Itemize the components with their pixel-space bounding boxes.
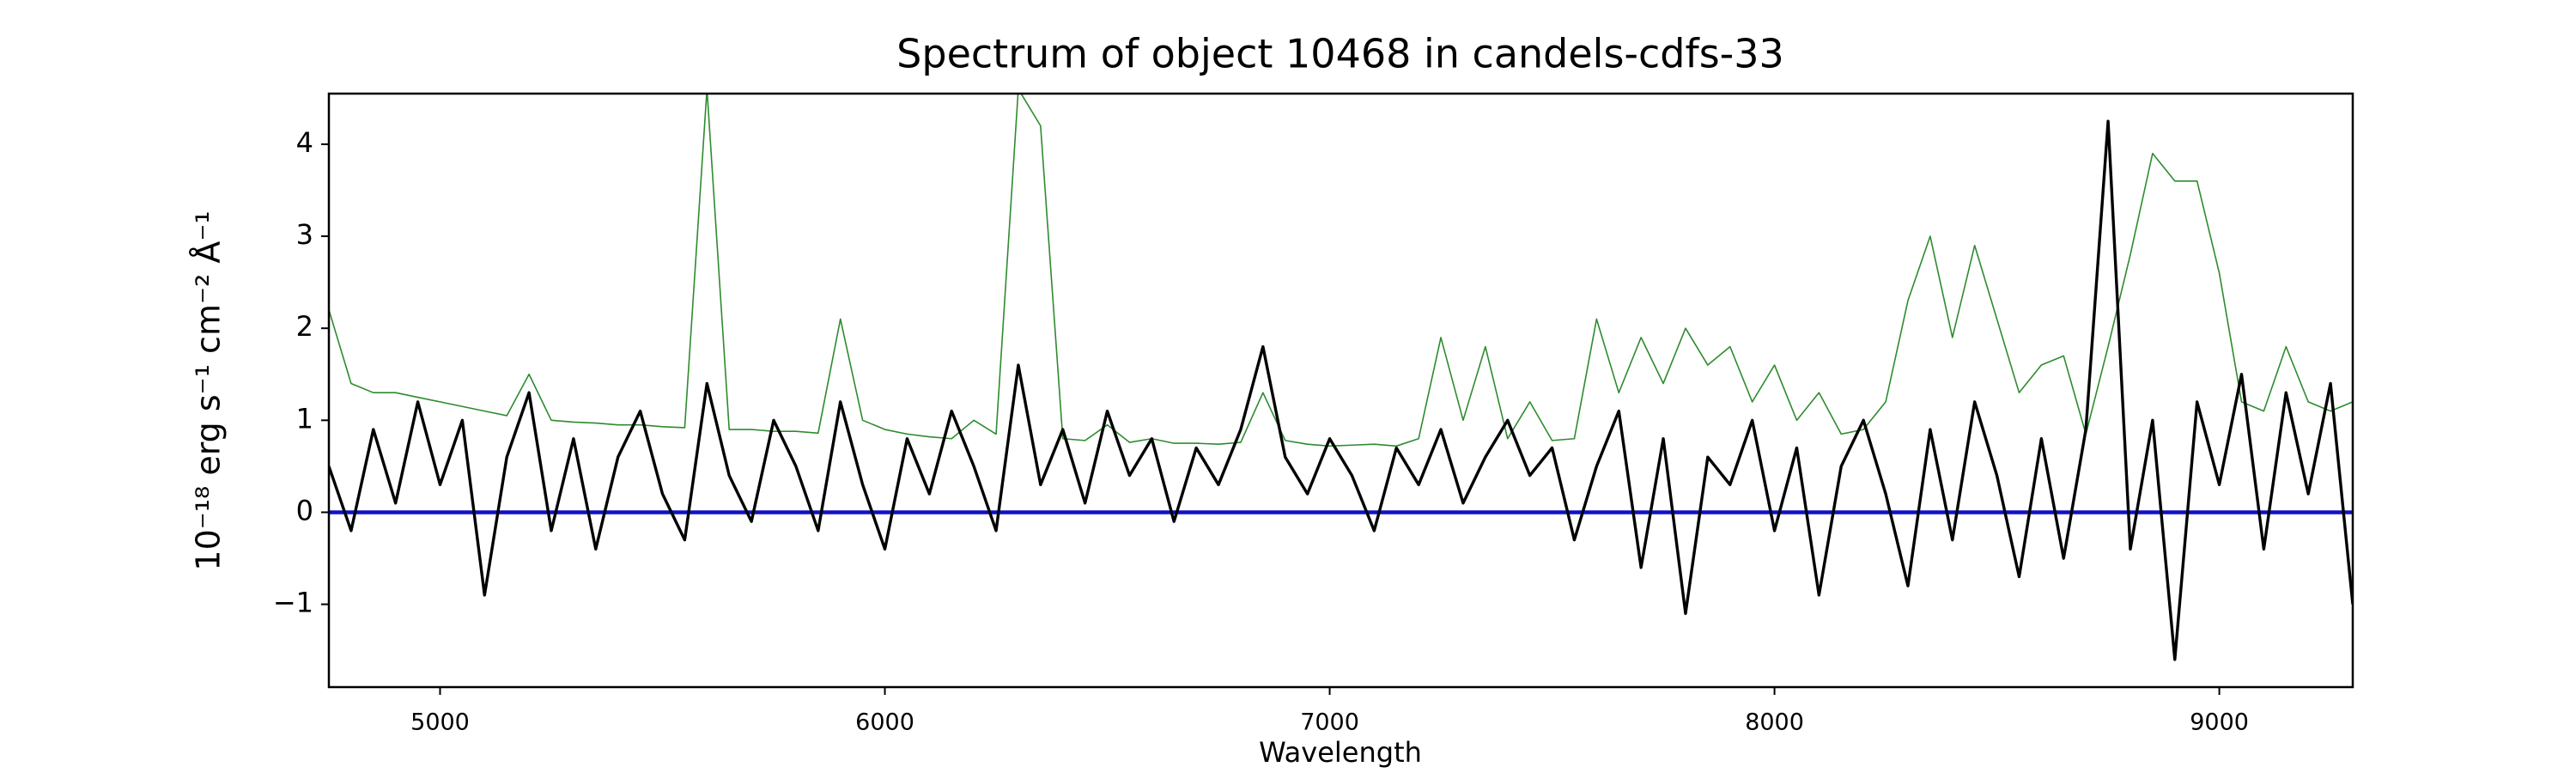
- x-tick-label: 9000: [2190, 709, 2249, 736]
- spectrum-line: [329, 94, 2353, 447]
- y-tick-label: 0: [296, 494, 313, 526]
- chart-title: Spectrum of object 10468 in candels-cdfs…: [896, 31, 1784, 77]
- y-tick-label: 2: [296, 310, 313, 343]
- plot-area: [329, 94, 2353, 661]
- x-tick-label: 7000: [1300, 709, 1359, 736]
- y-tick-label: −1: [273, 587, 313, 619]
- y-tick-label: 3: [296, 218, 313, 251]
- spectrum-line: [329, 119, 2353, 661]
- x-tick-label: 6000: [855, 709, 914, 736]
- x-tick-label: 8000: [1745, 709, 1804, 736]
- x-axis-label: Wavelength: [1259, 736, 1422, 769]
- y-tick-label: 4: [296, 126, 313, 159]
- y-axis-label: 10⁻¹⁸ erg s⁻¹ cm⁻² Å⁻¹: [190, 210, 228, 570]
- x-tick-label: 5000: [410, 709, 470, 736]
- axes-frame: [327, 92, 2354, 689]
- y-tick-label: 1: [296, 402, 313, 435]
